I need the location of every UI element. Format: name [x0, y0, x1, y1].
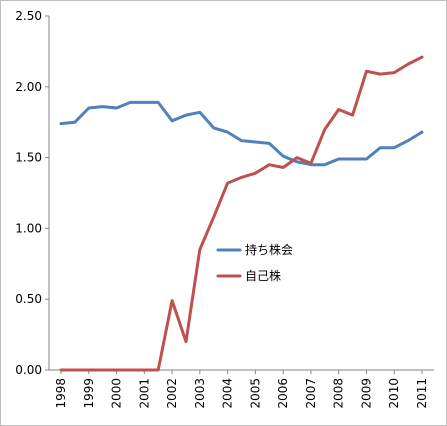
x-tick-label: 1998: [54, 378, 68, 409]
x-tick-label: 2010: [387, 378, 401, 409]
x-tick-label: 2003: [193, 378, 207, 409]
legend-label: 持ち株会: [245, 242, 293, 257]
y-tick-label: 2.50: [15, 9, 42, 23]
legend-label: 自己株: [245, 268, 281, 283]
x-tick-label: 2000: [110, 378, 124, 409]
y-tick-label: 1.50: [15, 151, 42, 165]
x-tick-label: 2001: [137, 378, 151, 409]
x-tick-label: 2009: [359, 378, 373, 409]
y-axis-ticks: 0.00 0.50 1.00 1.50 2.00 2.50: [15, 9, 49, 377]
x-axis-ticks: 1998 1999 2000 2001 2002 2003 2004 2005 2006 2007…: [54, 370, 429, 409]
y-tick-label: 0.50: [15, 292, 42, 306]
y-tick-label: 2.00: [15, 80, 42, 94]
x-tick-label: 2008: [332, 378, 346, 409]
y-tick-label: 0.00: [15, 363, 42, 377]
x-tick-label: 2006: [276, 378, 290, 409]
series-line-0: [59, 100, 424, 167]
y-tick-label: 1.00: [15, 221, 42, 235]
x-tick-label: 2007: [304, 378, 318, 409]
x-tick-label: 2004: [221, 378, 235, 409]
series-line-1: [59, 55, 424, 372]
x-tick-label: 2002: [165, 378, 179, 409]
series-lines: [59, 55, 424, 372]
x-tick-label: 2011: [415, 378, 429, 409]
x-tick-label: 2005: [248, 378, 262, 409]
x-tick-label: 1999: [82, 378, 96, 409]
